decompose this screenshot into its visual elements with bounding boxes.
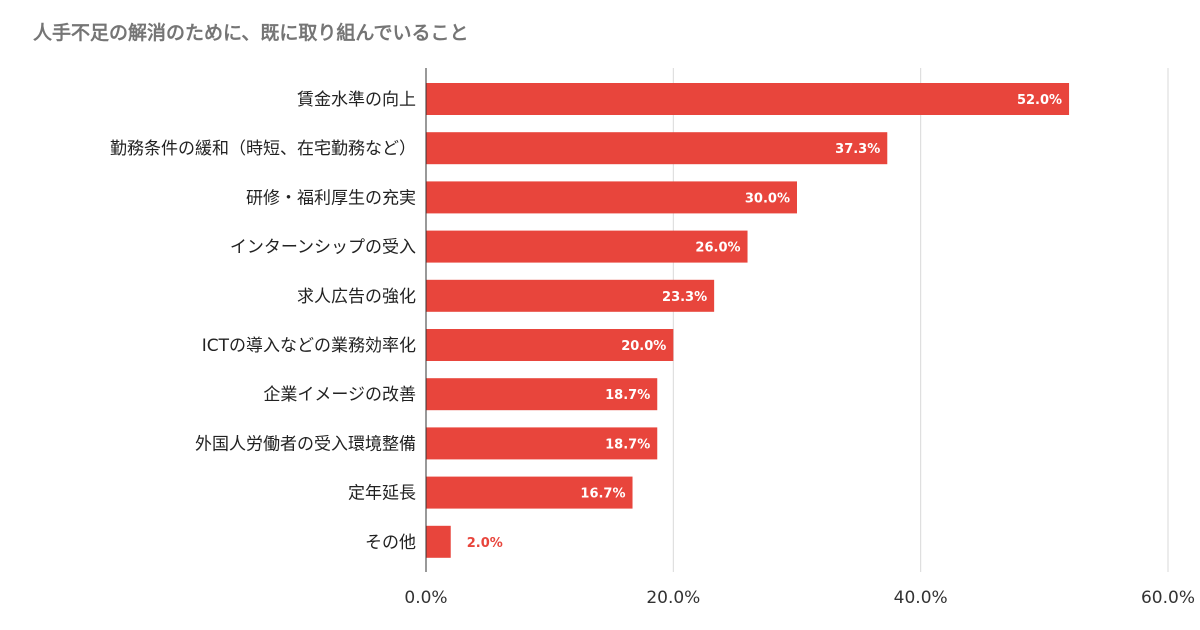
category-label: 企業イメージの改善	[263, 385, 416, 405]
bar	[426, 132, 888, 165]
category-label: 研修・福利厚生の充実	[246, 188, 416, 208]
x-tick-label: 20.0%	[646, 588, 700, 608]
bar	[426, 378, 658, 411]
category-label: その他	[365, 533, 416, 553]
category-label: インターンシップの受入	[230, 238, 416, 258]
data-label: 18.7%	[605, 388, 650, 403]
bar	[426, 329, 674, 361]
category-label: 勤務条件の緩和（時短、在宅勤務など）	[110, 139, 416, 159]
bar	[426, 83, 1070, 115]
bar	[426, 181, 797, 214]
data-label: 26.0%	[695, 241, 740, 256]
data-label: 30.0%	[745, 191, 790, 206]
category-label: ICTの導入などの業務効率化	[202, 336, 416, 356]
category-label: 賃金水準の向上	[297, 90, 416, 110]
data-label: 23.3%	[662, 290, 707, 305]
data-label: 2.0%	[467, 536, 503, 551]
data-label: 52.0%	[1017, 93, 1062, 108]
bar	[426, 525, 451, 558]
bar	[426, 427, 658, 460]
chart-title: 人手不足の解消のために、既に取り組んでいること	[33, 22, 469, 44]
data-label: 18.7%	[605, 437, 650, 452]
x-tick-label: 0.0%	[404, 588, 447, 608]
category-label: 求人広告の強化	[297, 287, 416, 307]
bar	[426, 279, 715, 312]
data-label: 20.0%	[621, 339, 666, 354]
data-label: 37.3%	[835, 142, 880, 157]
bar	[426, 230, 748, 263]
data-label: 16.7%	[580, 487, 625, 502]
x-tick-label: 40.0%	[894, 588, 948, 608]
category-label: 定年延長	[348, 484, 416, 504]
bar	[426, 476, 633, 509]
x-tick-label: 60.0%	[1141, 588, 1195, 608]
category-label: 外国人労働者の受入環境整備	[195, 434, 416, 454]
